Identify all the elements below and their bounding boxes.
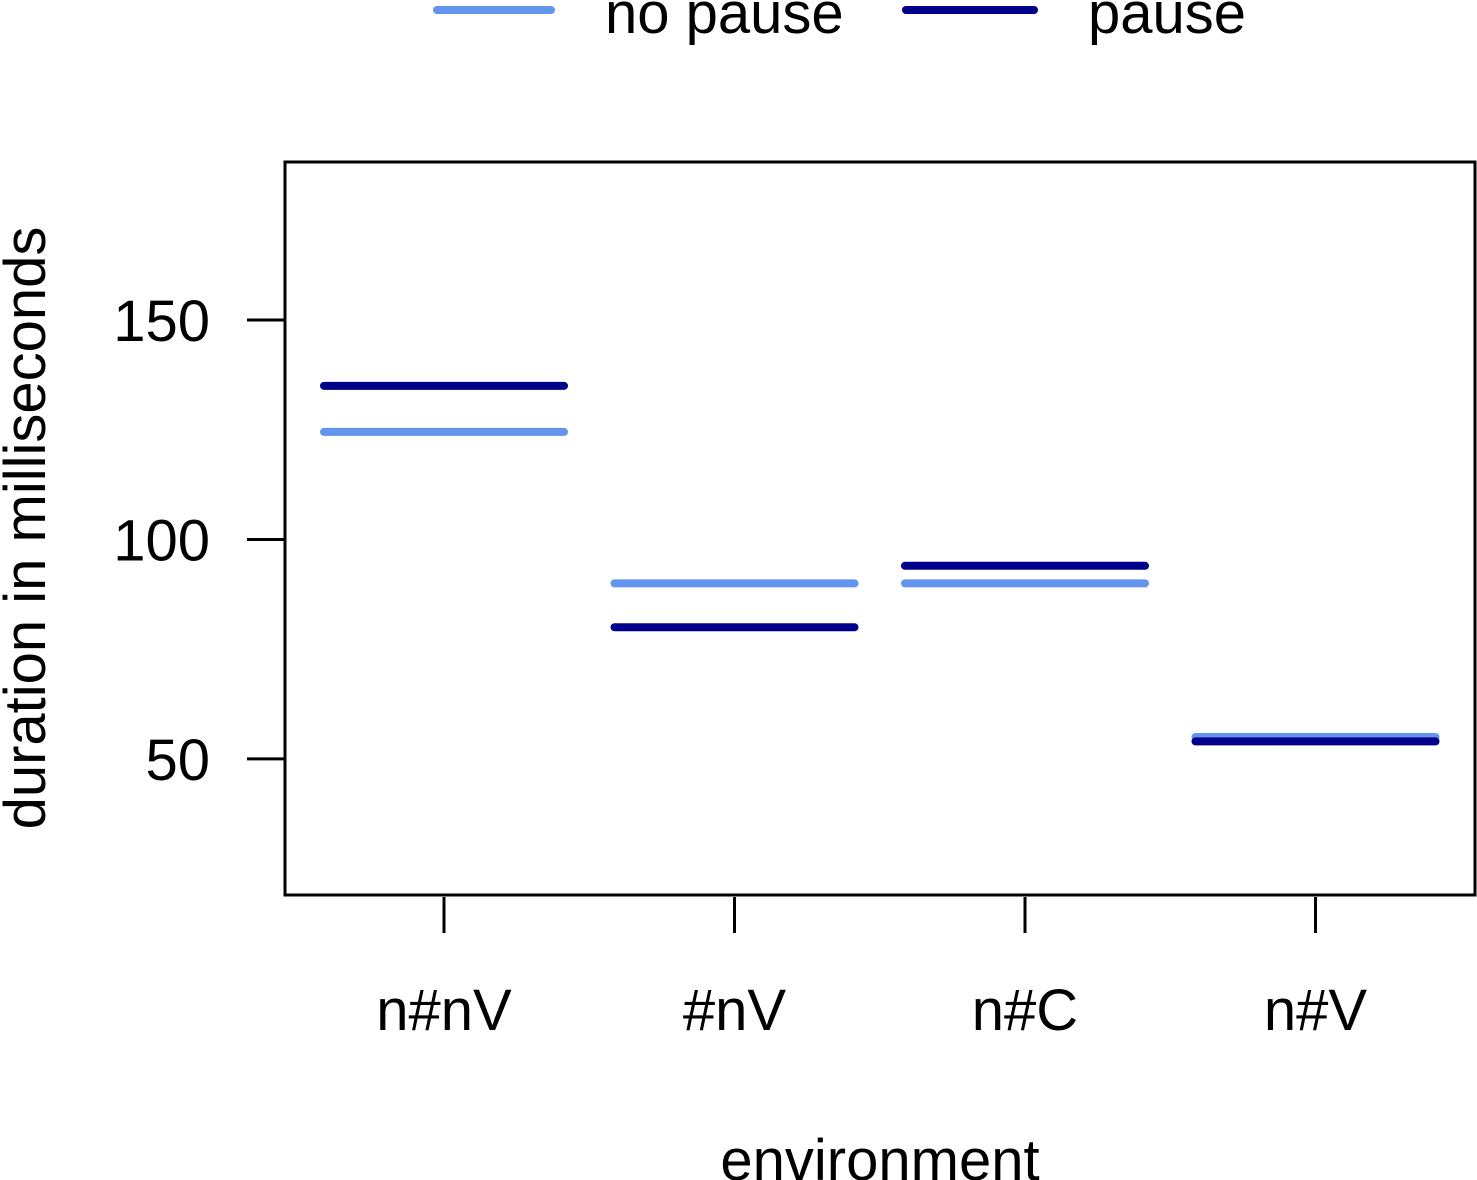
y-axis-title: duration in milliseconds (0, 227, 58, 830)
legend-label-no-pause: no pause (605, 0, 844, 46)
legend-label-pause: pause (1088, 0, 1246, 46)
y-tick-label-50: 50 (145, 728, 210, 793)
x-tick-label-4: n#V (1264, 978, 1368, 1043)
x-axis: n#nV #nV n#C n#V (376, 897, 1367, 1043)
x-tick-label-1: n#nV (376, 978, 512, 1043)
series-marks (320, 381, 1440, 746)
plot-frame (283, 160, 1477, 897)
y-tick-label-150: 150 (113, 289, 210, 354)
y-tick-label-100: 100 (113, 508, 210, 573)
x-axis-title: environment (720, 1128, 1039, 1180)
legend: no pause pause (433, 0, 1246, 46)
x-tick-label-2: #nV (683, 978, 787, 1043)
x-tick-label-3: n#C (972, 978, 1078, 1043)
y-axis: 50 100 150 (113, 289, 285, 793)
